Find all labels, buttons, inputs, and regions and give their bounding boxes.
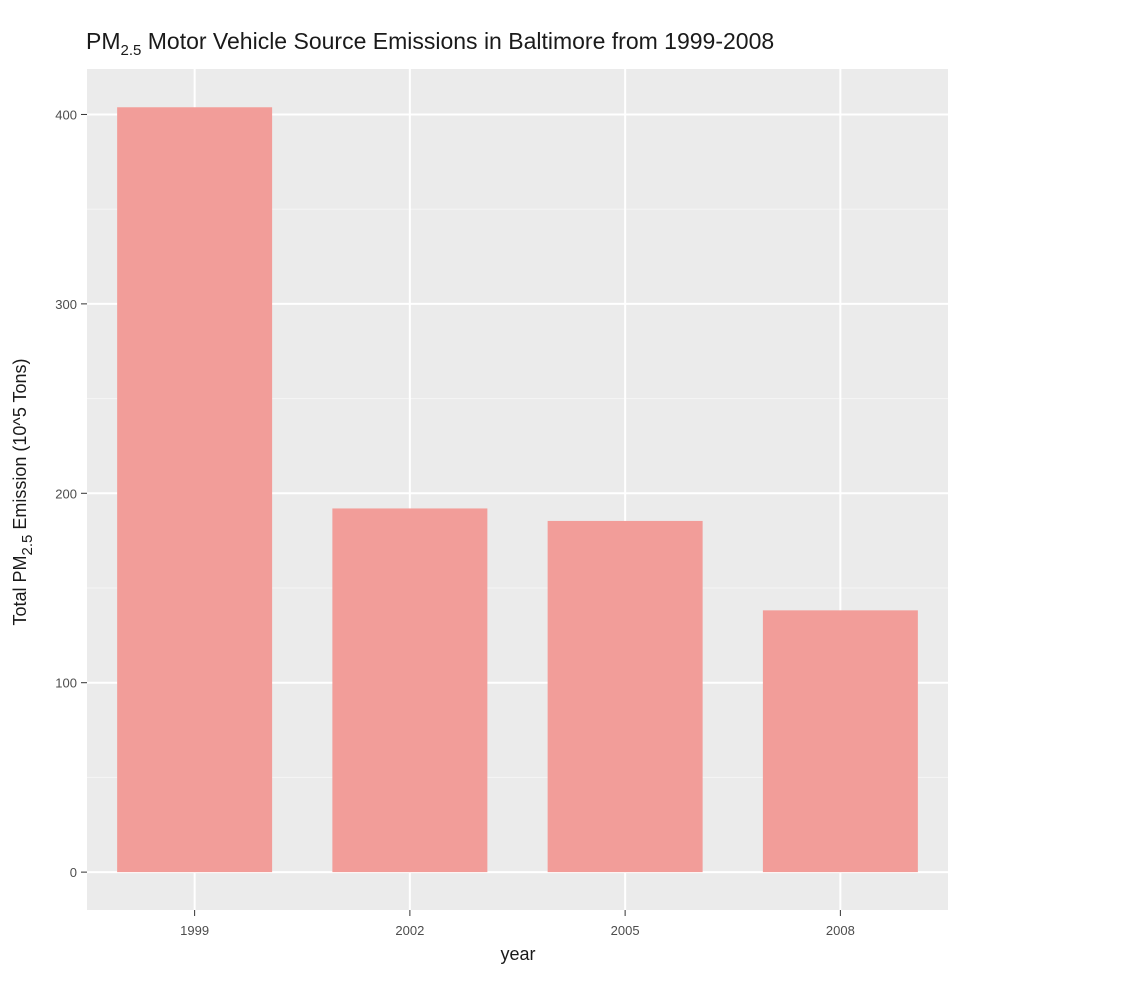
bar-2005 <box>547 520 703 873</box>
chart-title-rest: Motor Vehicle Source Emissions in Baltim… <box>141 28 774 54</box>
x-tick-label: 2008 <box>826 923 855 938</box>
bar-2002 <box>332 508 488 873</box>
y-axis-title-subscript: 2.5 <box>19 535 36 556</box>
y-tick-label: 0 <box>70 865 77 880</box>
bar-1999 <box>117 107 273 873</box>
y-tick-label: 400 <box>55 107 77 122</box>
bar-2008 <box>762 610 918 873</box>
chart-title-main: PM <box>86 28 121 54</box>
bars <box>117 107 918 873</box>
y-tick-label: 100 <box>55 676 77 691</box>
y-axis-title-pre: Total PM <box>10 556 30 626</box>
x-tick-label: 2002 <box>395 923 424 938</box>
x-axis: 1999 2002 2005 2008 <box>180 910 855 938</box>
chart-title-subscript: 2.5 <box>121 42 142 59</box>
chart-title: PM2.5 Motor Vehicle Source Emissions in … <box>86 28 774 59</box>
y-axis-title: Total PM2.5 Emission (10^5 Tons) <box>10 358 36 625</box>
y-axis: 0 100 200 300 400 <box>55 107 87 880</box>
y-tick-label: 300 <box>55 297 77 312</box>
y-tick-label: 200 <box>55 486 77 501</box>
x-tick-label: 2005 <box>611 923 640 938</box>
x-tick-label: 1999 <box>180 923 209 938</box>
x-axis-title: year <box>500 944 535 964</box>
y-axis-title-post: Emission (10^5 Tons) <box>10 358 30 534</box>
